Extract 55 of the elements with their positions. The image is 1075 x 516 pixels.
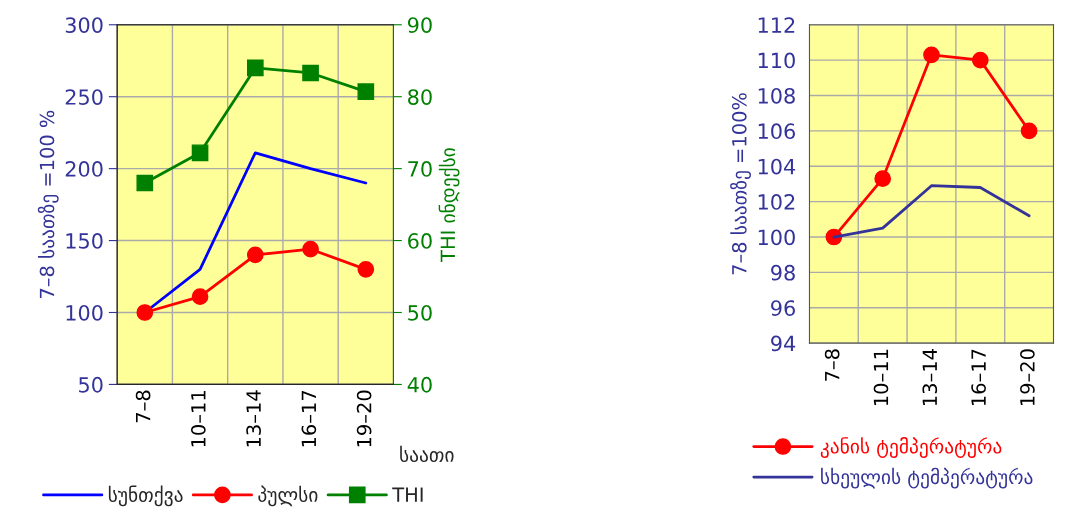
x-tick-label: 10–11: [190, 391, 206, 447]
y-tick-label: 300: [65, 17, 103, 33]
y2-tick-label: 90: [407, 17, 432, 33]
x-tick-label: 16–17: [301, 390, 317, 447]
y2-axis-title: THI ინდექსი: [438, 148, 460, 262]
point: [302, 240, 319, 258]
legend-label: პულსი: [258, 485, 318, 507]
point: [357, 83, 375, 100]
legend-label: სუნთქვა: [108, 485, 183, 507]
legend-label: THI: [392, 487, 423, 502]
y-tick-label: 250: [65, 89, 103, 105]
y2-tick-label: 70: [408, 161, 432, 177]
x-tick-label: 19–20: [356, 390, 372, 447]
point: [1020, 122, 1038, 140]
point: [246, 59, 264, 77]
y-tick-label: 98: [771, 264, 795, 281]
point: [302, 64, 319, 82]
point: [874, 170, 892, 187]
y-tick-label: 96: [771, 300, 795, 316]
y-tick-label: 50: [79, 376, 103, 393]
point: [191, 144, 209, 162]
x-tick-label: 13–14: [922, 349, 938, 406]
point: [191, 288, 209, 305]
y2-tick-label: 50: [408, 304, 432, 321]
y-tick-label: 94: [771, 335, 796, 352]
y-tick-label: 104: [758, 158, 796, 175]
x-tick-label: 16–17: [971, 349, 986, 406]
y-axis-title: 7–8 საათზე =100 %: [37, 110, 59, 298]
y2-tick-label: 40: [407, 376, 432, 393]
y-tick-label: 200: [65, 161, 103, 177]
y-tick-label: 150: [66, 233, 103, 249]
x-tick-label: 13–14: [246, 390, 261, 447]
x-tick-label: 7–8: [135, 390, 151, 423]
x-tick-label: 19–20: [1020, 349, 1035, 406]
y-tick-label: 102: [758, 194, 795, 210]
y-tick-label: 100: [758, 229, 795, 246]
point: [923, 46, 940, 64]
x-tick-label: 7–8: [824, 349, 840, 381]
point: [357, 260, 375, 278]
y-tick-label: 112: [758, 17, 795, 33]
y2-tick-label: 80: [408, 89, 432, 105]
legend-label: კანის ტემპერატურა: [820, 437, 1002, 458]
y-axis-title: 7–8 საათზე =100%: [730, 93, 751, 275]
point: [136, 304, 154, 321]
point: [136, 174, 154, 192]
x-axis-title: საათი: [400, 445, 454, 462]
y-tick-label: 100: [66, 304, 103, 321]
point: [246, 246, 264, 264]
y-tick-label: 108: [758, 87, 795, 104]
x-tick-label: 10–11: [873, 349, 889, 406]
legend-label: სხეულის ტემპერატურა: [821, 467, 1033, 489]
y-tick-label: 110: [758, 52, 795, 69]
y-tick-label: 106: [758, 123, 795, 140]
y2-tick-label: 60: [408, 233, 432, 249]
point: [971, 51, 989, 69]
